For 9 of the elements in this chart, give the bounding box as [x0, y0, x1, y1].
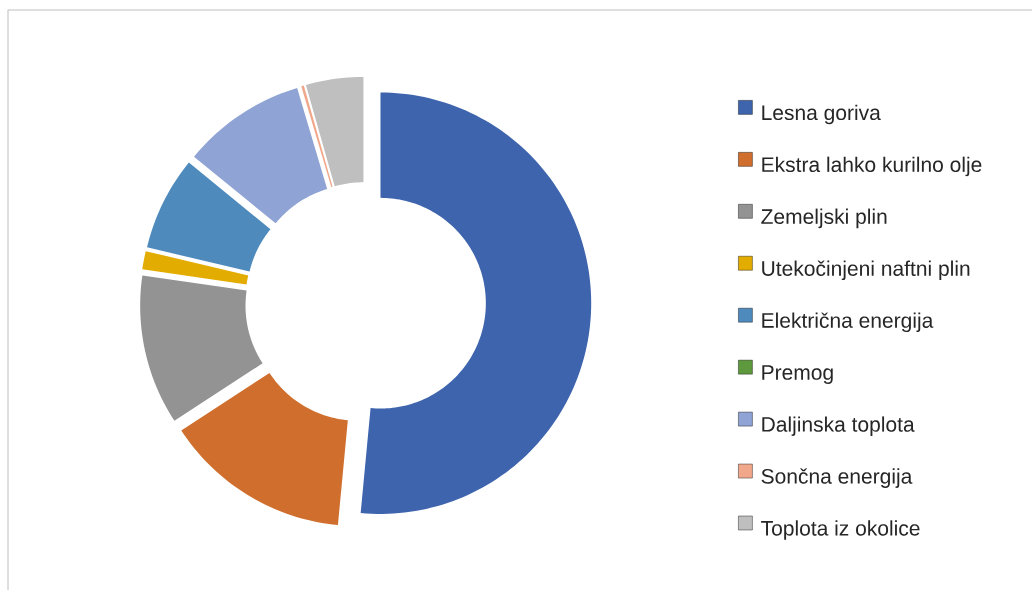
legend-label: Premog — [762, 365, 833, 385]
legend-label: Ekstra lahko kurilno olje — [762, 156, 982, 177]
legend-label: Sončna energija — [761, 468, 913, 488]
legend-label: Zemeljski plin — [761, 208, 887, 229]
legend-label: Daljinska toplota — [762, 416, 915, 436]
legend-label: Električna energija — [762, 312, 934, 333]
legend-label: Utekočinjeni naftni plin — [762, 260, 970, 281]
legend-label: Toplota iz okolice — [761, 520, 920, 540]
legend-label: Lesna goriva — [762, 104, 881, 125]
